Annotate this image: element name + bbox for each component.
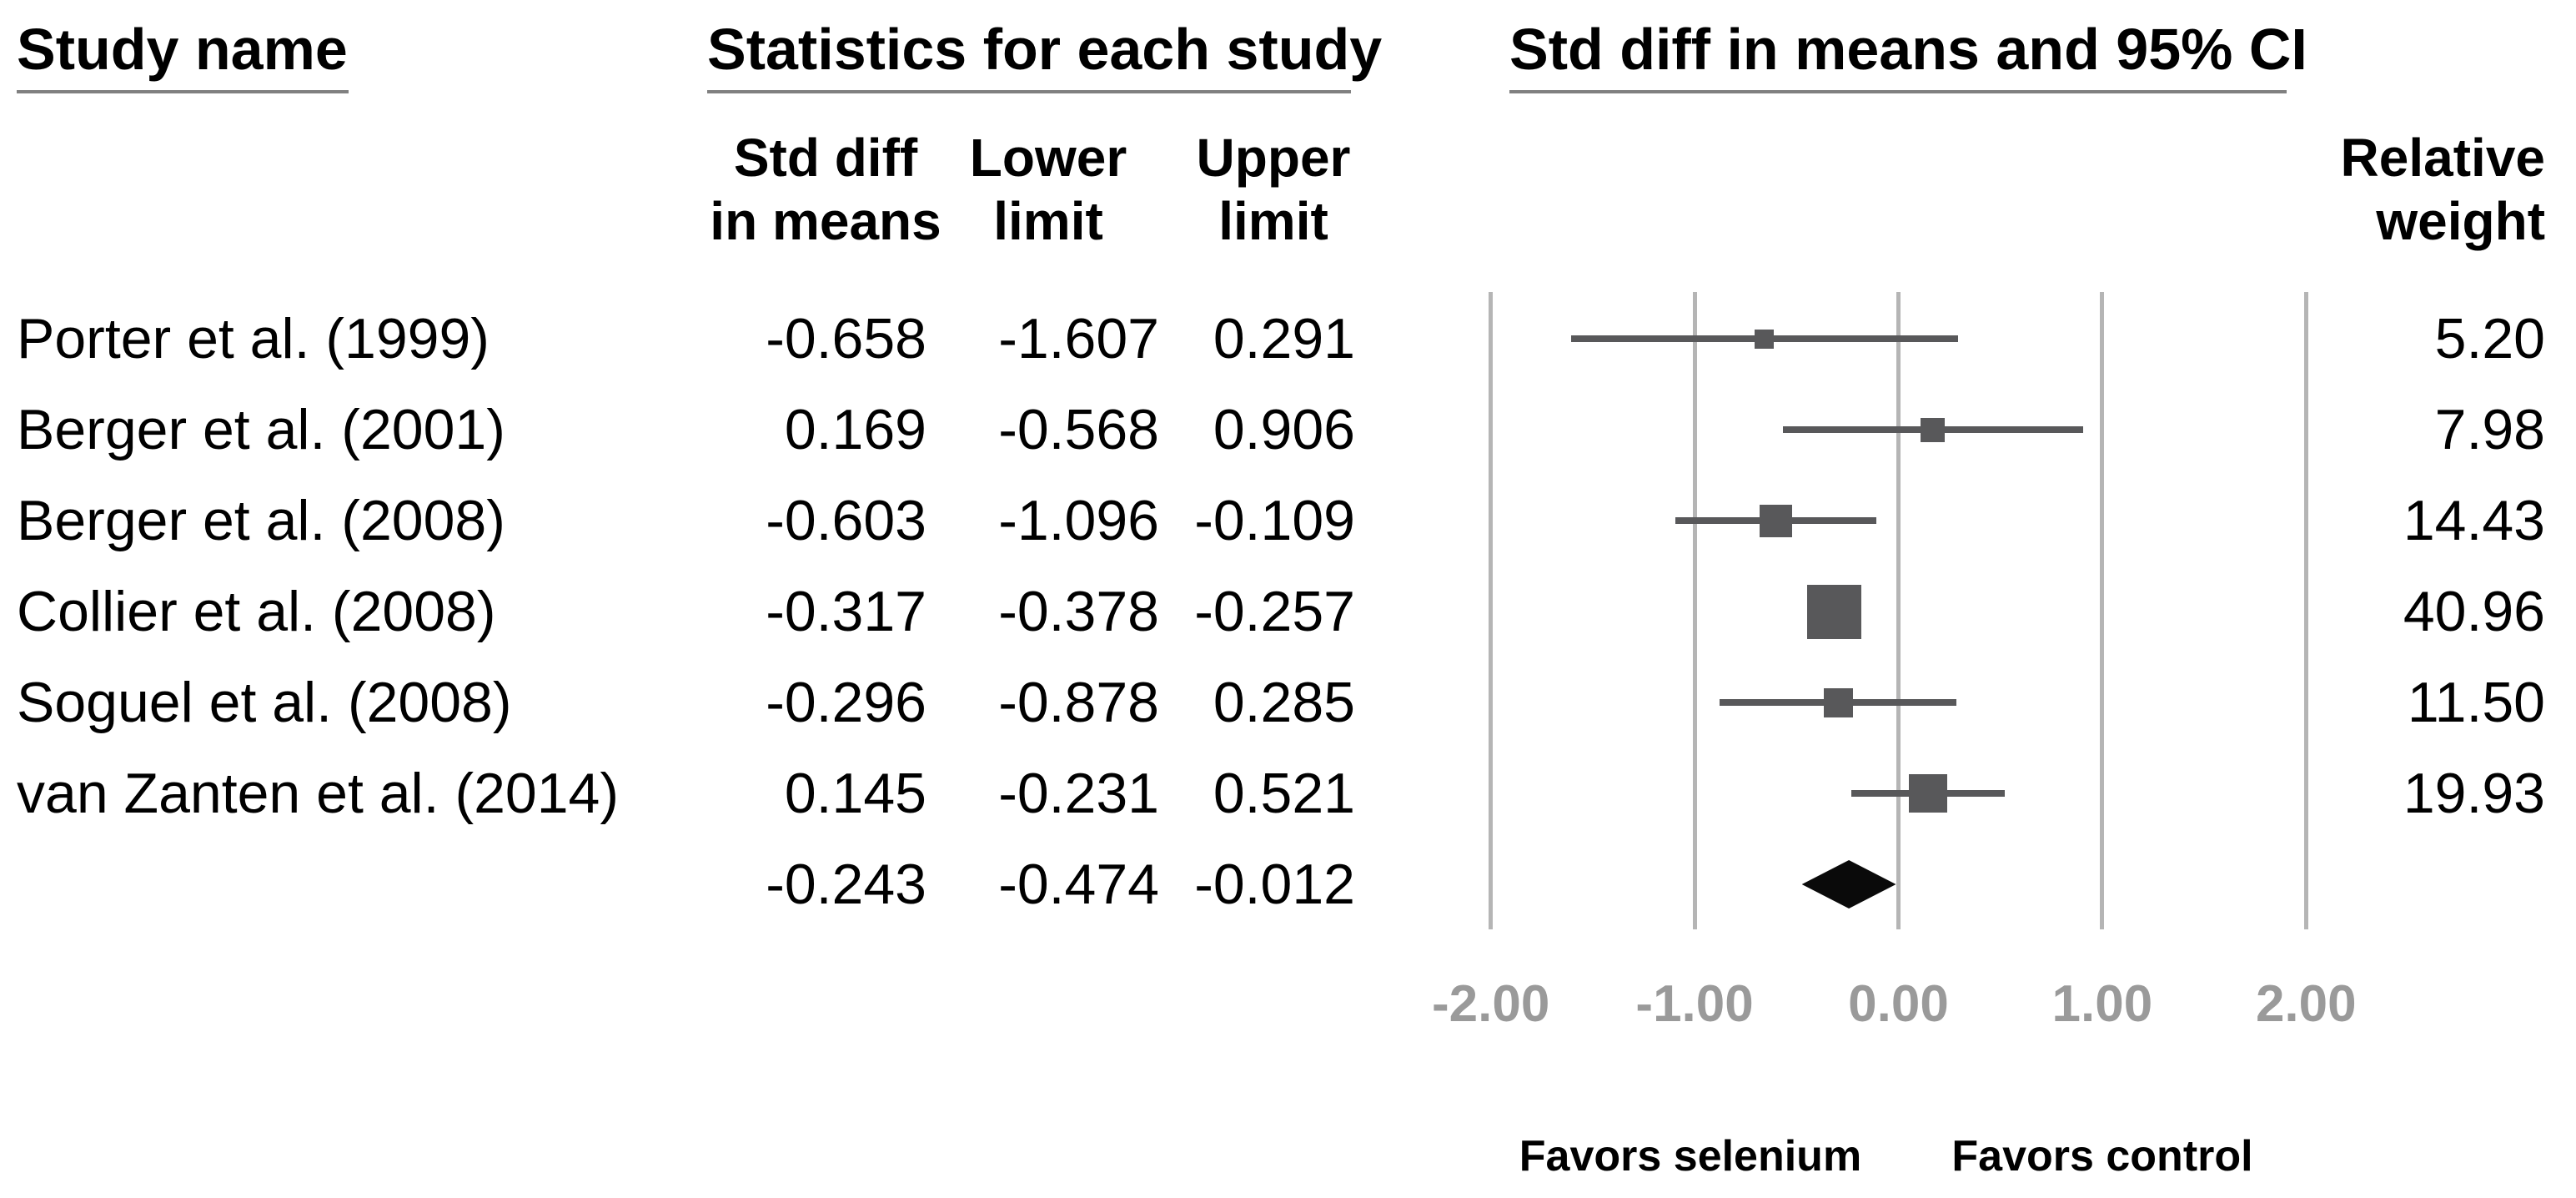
gridline bbox=[1692, 292, 1697, 929]
study-name-label: Berger et al. (2001) bbox=[17, 398, 505, 461]
effect-square bbox=[1806, 584, 1861, 639]
gridline bbox=[1489, 292, 1494, 929]
gridline bbox=[2100, 292, 2105, 929]
upper-limit-value: 0.521 bbox=[1213, 762, 1355, 825]
study-name-label: Collier et al. (2008) bbox=[17, 580, 496, 643]
effect-square bbox=[1823, 687, 1853, 717]
std-diff-value: -0.243 bbox=[766, 853, 926, 916]
effect-square bbox=[1921, 417, 1946, 442]
favors-control-label: Favors control bbox=[1951, 1132, 2253, 1180]
overall-diamond bbox=[1801, 860, 1896, 909]
study-name-label: Soguel et al. (2008) bbox=[17, 671, 512, 734]
relative-weight-value: 7.98 bbox=[2434, 398, 2545, 461]
std-diff-value: -0.317 bbox=[766, 580, 926, 643]
lower-limit-value: -0.878 bbox=[998, 671, 1159, 734]
subheader-upper-limit: Upper limit bbox=[1196, 128, 1351, 251]
upper-limit-value: -0.012 bbox=[1194, 853, 1355, 916]
lower-limit-value: -0.231 bbox=[998, 762, 1159, 825]
axis-tick-label: 2.00 bbox=[2255, 975, 2357, 1033]
upper-limit-value: -0.109 bbox=[1194, 489, 1355, 552]
std-diff-value: 0.169 bbox=[784, 398, 926, 461]
header-study-name: Study name bbox=[17, 20, 349, 93]
relative-weight-value: 5.20 bbox=[2434, 307, 2545, 370]
relative-weight-value: 40.96 bbox=[2403, 580, 2545, 643]
std-diff-value: -0.603 bbox=[766, 489, 926, 552]
study-name-label: van Zanten et al. (2014) bbox=[17, 762, 620, 825]
header-plot-group: Std diff in means and 95% CI bbox=[1509, 20, 2307, 93]
lower-limit-value: -0.378 bbox=[998, 580, 1159, 643]
study-name-label: Porter et al. (1999) bbox=[17, 307, 490, 370]
gridline bbox=[1896, 292, 1901, 929]
std-diff-value: 0.145 bbox=[784, 762, 926, 825]
axis-tick-label: -1.00 bbox=[1635, 975, 1754, 1033]
gridline bbox=[2303, 292, 2308, 929]
axis-tick-label: 0.00 bbox=[1848, 975, 1949, 1033]
relative-weight-value: 14.43 bbox=[2403, 489, 2545, 552]
lower-limit-value: -1.607 bbox=[998, 307, 1159, 370]
relative-weight-value: 11.50 bbox=[2407, 671, 2545, 734]
subheader-relative-weight: Relative weight bbox=[2340, 128, 2545, 251]
header-statistics-group: Statistics for each study bbox=[707, 20, 1382, 93]
study-name-label: Berger et al. (2008) bbox=[17, 489, 505, 552]
effect-square bbox=[1759, 504, 1792, 537]
std-diff-value: -0.658 bbox=[766, 307, 926, 370]
std-diff-value: -0.296 bbox=[766, 671, 926, 734]
lower-limit-value: -1.096 bbox=[998, 489, 1159, 552]
lower-limit-value: -0.568 bbox=[998, 398, 1159, 461]
axis-tick-label: -2.00 bbox=[1432, 975, 1550, 1033]
relative-weight-value: 19.93 bbox=[2403, 762, 2545, 825]
effect-square bbox=[1908, 774, 1947, 813]
favors-selenium-label: Favors selenium bbox=[1519, 1132, 1862, 1180]
effect-square bbox=[1755, 329, 1775, 349]
upper-limit-value: 0.906 bbox=[1213, 398, 1355, 461]
upper-limit-value: 0.285 bbox=[1213, 671, 1355, 734]
upper-limit-value: 0.291 bbox=[1213, 307, 1355, 370]
lower-limit-value: -0.474 bbox=[998, 853, 1159, 916]
axis-tick-label: 1.00 bbox=[2051, 975, 2153, 1033]
upper-limit-value: -0.257 bbox=[1194, 580, 1355, 643]
subheader-std-diff-in-means: Std diff in means bbox=[710, 128, 942, 251]
subheader-lower-limit: Lower limit bbox=[969, 128, 1127, 251]
